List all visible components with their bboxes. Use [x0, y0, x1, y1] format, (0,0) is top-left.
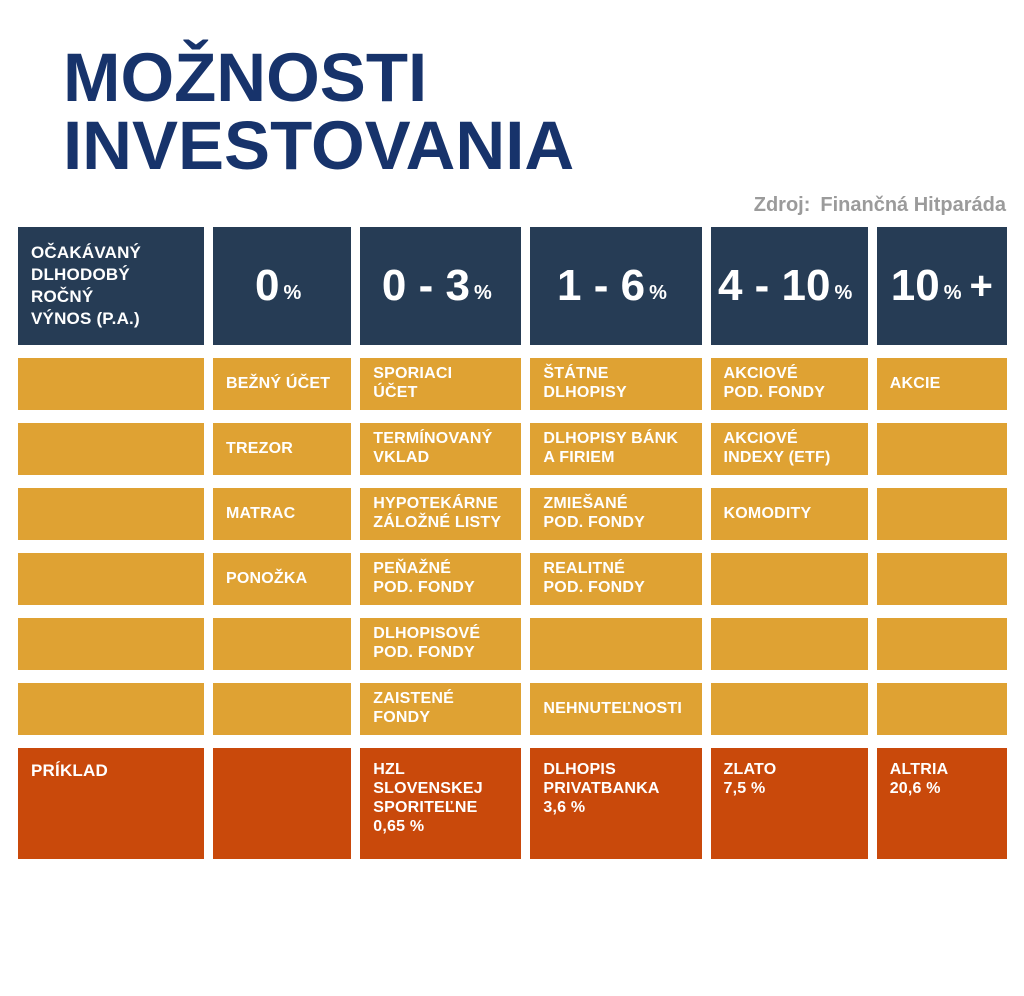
percent-sign: % — [283, 281, 302, 304]
table-cell — [213, 683, 352, 735]
example-cell: DLHOPIS PRIVATBANKA 3,6 % — [530, 748, 702, 859]
header-range-0pct: 0% — [213, 227, 352, 345]
header-expected-return-label: OČAKÁVANÝ DLHODOBÝ ROČNÝ VÝNOS (P.A.) — [18, 227, 204, 345]
table-cell: PONOŽKA — [213, 553, 352, 605]
table-cell: AKCIOVÉ POD. FONDY — [710, 358, 868, 410]
header-range-4-10pct: 4 - 10% — [710, 227, 868, 345]
table-cell — [18, 423, 204, 475]
table-cell — [876, 423, 1007, 475]
investment-options-table: OČAKÁVANÝ DLHODOBÝ ROČNÝ VÝNOS (P.A.) 0%… — [18, 227, 1007, 859]
table-cell — [18, 358, 204, 410]
range-value: 1 - 6 — [557, 261, 646, 310]
table-cell: TERMÍNOVANÝ VKLAD — [360, 423, 522, 475]
table-cell — [876, 618, 1007, 670]
table-cell — [876, 553, 1007, 605]
table-cell — [710, 683, 868, 735]
page-title-line2: INVESTOVANIA — [63, 107, 575, 184]
source-value: Finančná Hitparáda — [820, 194, 1006, 216]
source-label: Zdroj: — [753, 194, 811, 216]
table-cell — [876, 683, 1007, 735]
table-cell: PEŇAŽNÉ POD. FONDY — [360, 553, 522, 605]
table-cell: DLHOPISY BÁNK A FIRIEM — [530, 423, 702, 475]
table-cell — [876, 488, 1007, 540]
header-range-1-6pct: 1 - 6% — [530, 227, 702, 345]
table-cell: HYPOTEKÁRNE ZÁLOŽNÉ LISTY — [360, 488, 522, 540]
table-cell: SPORIACI ÚČET — [360, 358, 522, 410]
range-value: 10 — [890, 261, 940, 310]
percent-sign: % — [649, 281, 667, 304]
header-range-0-3pct: 0 - 3% — [360, 227, 522, 345]
example-row-label: PRÍKLAD — [18, 748, 204, 859]
table-cell: AKCIOVÉ INDEXY (ETF) — [710, 423, 868, 475]
table-cell: KOMODITY — [710, 488, 868, 540]
page-title: MOŽNOSTI INVESTOVANIA — [63, 39, 1024, 184]
table-cell — [18, 553, 204, 605]
source-credit: Zdroj: Finančná Hitparáda — [0, 194, 1006, 217]
table-cell: NEHNUTEĽNOSTI — [530, 683, 702, 735]
percent-sign: % — [473, 281, 492, 304]
table-cell: BEŽNÝ ÚČET — [213, 358, 352, 410]
header-range-10pct-plus: 10% + — [876, 227, 1007, 345]
table-cell — [710, 553, 868, 605]
percent-sign: % — [834, 281, 853, 304]
table-cell — [18, 488, 204, 540]
table-cell: AKCIE — [876, 358, 1007, 410]
table-cell: ZAISTENÉ FONDY — [360, 683, 522, 735]
table-cell: REALITNÉ POD. FONDY — [530, 553, 702, 605]
example-cell — [213, 748, 352, 859]
table-cell — [18, 683, 204, 735]
range-value: 0 — [255, 261, 280, 310]
range-value: 0 - 3 — [381, 261, 470, 310]
table-cell — [213, 618, 352, 670]
table-cell: TREZOR — [213, 423, 352, 475]
table-cell — [530, 618, 702, 670]
table-cell — [18, 618, 204, 670]
plus-sign: + — [969, 263, 993, 308]
table-cell: MATRAC — [213, 488, 352, 540]
example-cell: ALTRIA 20,6 % — [876, 748, 1007, 859]
table-cell: ZMIEŠANÉ POD. FONDY — [530, 488, 702, 540]
table-cell: ŠTÁTNE DLHOPISY — [530, 358, 702, 410]
example-cell: HZL SLOVENSKEJ SPORITEĽNE 0,65 % — [360, 748, 522, 859]
percent-sign: % — [943, 281, 962, 304]
page-title-line1: MOŽNOSTI — [63, 39, 428, 116]
table-cell — [710, 618, 868, 670]
range-value: 4 - 10 — [717, 261, 831, 310]
table-cell: DLHOPISOVÉ POD. FONDY — [360, 618, 522, 670]
example-cell: ZLATO 7,5 % — [710, 748, 868, 859]
